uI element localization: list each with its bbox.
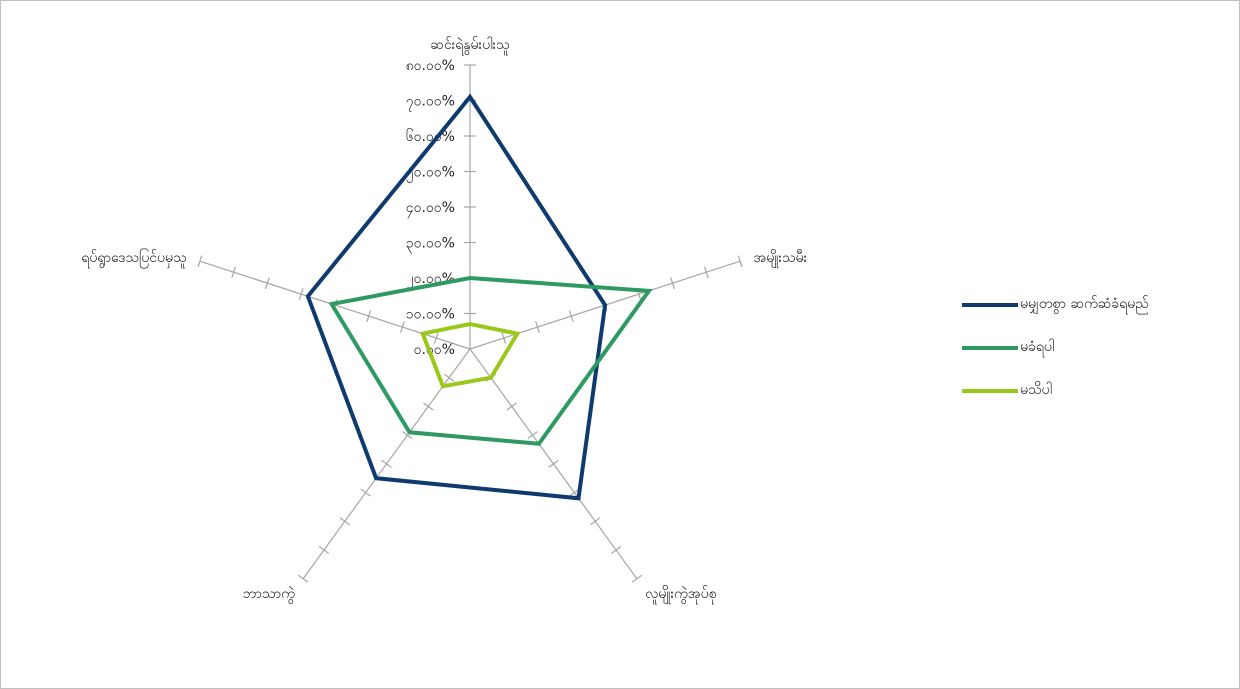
axis-tick	[318, 546, 330, 555]
axis-tick	[589, 517, 601, 526]
axis-tick	[402, 431, 413, 440]
axis-tick	[231, 266, 237, 279]
axis-tick	[703, 266, 709, 279]
axis-tick	[197, 255, 203, 268]
axis-tick	[670, 277, 675, 290]
tick-label: ၇၀.၀၀%	[406, 94, 455, 112]
axis-tick	[433, 332, 439, 344]
legend-swatch	[962, 388, 1018, 393]
axis-tick	[548, 459, 559, 468]
series-line	[419, 322, 521, 389]
tick-label: ၃၀.၀၀%	[406, 236, 455, 254]
axis-tick	[631, 574, 643, 583]
axis-tick	[381, 459, 392, 468]
legend-label: မသိပါ	[1020, 382, 1052, 398]
axis-tick	[610, 546, 622, 555]
axis-tick	[568, 310, 574, 322]
category-label: ဆင်းရဲနွမ်းပါးသူ	[430, 37, 509, 55]
axis-tick	[569, 488, 580, 497]
legend-swatch	[962, 302, 1018, 307]
axis-tick	[360, 488, 371, 497]
category-label: ဘာသာကွဲ	[243, 586, 296, 604]
radar-category-labels: ဆင်းရဲနွမ်းပါးသူအမျိုးသမီးလူမျိုးကွဲအုပ်…	[81, 37, 807, 604]
axis-tick	[366, 310, 372, 322]
legend-item: မသိပါ	[962, 379, 1149, 402]
radar-tick-labels: ၀.၀၀%၁၀.၀၀%၂၀.၀၀%၃၀.၀၀%၄၀.၀၀%၅၀.၀၀%၆၀.၀၀…	[406, 58, 455, 358]
category-label: အမျိုးသမီး	[753, 250, 807, 268]
category-label: ရပ်ရွာဒေသပြင်ပမှသူ	[81, 249, 186, 268]
axis-tick	[501, 332, 507, 344]
series-line	[328, 275, 653, 446]
tick-label: ၅၀.၀၀%	[406, 165, 455, 183]
axis-tick	[527, 431, 538, 440]
axis-tick	[443, 373, 455, 382]
axis-tick	[737, 255, 743, 268]
axis-tick	[298, 288, 304, 301]
axis-tick	[535, 321, 540, 333]
legend-label: မခံရပါ	[1020, 339, 1055, 355]
axis-tick	[297, 574, 309, 583]
tick-label: ၈၀.၀၀%	[406, 58, 455, 74]
tick-label: ၄၀.၀၀%	[406, 200, 455, 218]
axis-tick	[423, 402, 434, 411]
category-label: လူမျိုးကွဲအုပ်စု	[645, 586, 716, 604]
legend-item: မခံရပါ	[962, 336, 1149, 359]
series-line	[305, 93, 608, 501]
axis-tick	[265, 277, 270, 290]
legend-swatch	[962, 345, 1018, 350]
tick-label: ၁၀.၀၀%	[406, 307, 455, 323]
legend: မမျှတစွာ ဆက်ဆံခံရမည်မခံရပါမသိပါ	[962, 293, 1149, 422]
legend-item: မမျှတစွာ ဆက်ဆံခံရမည်	[962, 293, 1149, 316]
radar-series	[305, 93, 653, 501]
axis-tick	[339, 517, 351, 526]
legend-label: မမျှတစွာ ဆက်ဆံခံရမည်	[1020, 296, 1149, 312]
axis-tick	[506, 402, 517, 411]
axis-tick	[400, 321, 405, 333]
tick-label: ၀.၀၀%	[414, 342, 455, 358]
